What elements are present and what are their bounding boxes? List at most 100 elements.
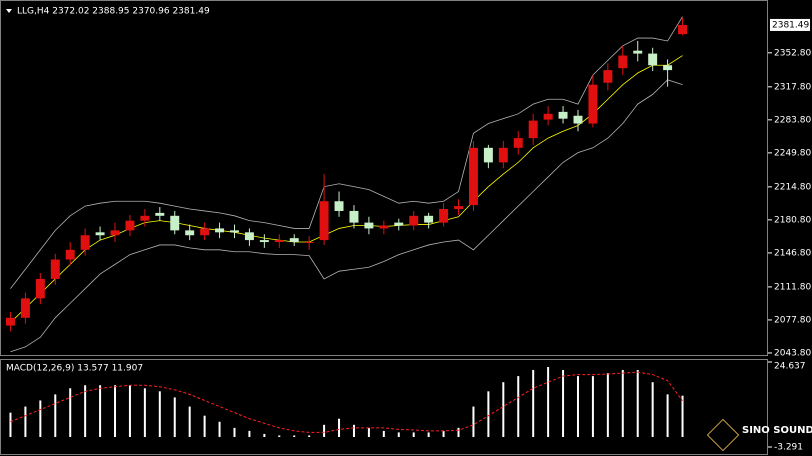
watermark-text: SINO SOUND bbox=[742, 425, 812, 436]
macd-bar bbox=[323, 424, 326, 437]
candle-body bbox=[110, 230, 120, 236]
candle-body bbox=[678, 24, 688, 35]
y-tick-label: 2352.80 bbox=[774, 48, 811, 58]
candle-body bbox=[230, 230, 239, 233]
candle-body bbox=[618, 55, 628, 69]
macd-bar bbox=[233, 427, 236, 437]
candle-body bbox=[20, 298, 30, 318]
macd-bar bbox=[576, 376, 579, 437]
candle-body bbox=[498, 147, 508, 163]
candle-body bbox=[125, 220, 135, 231]
y-tick-label: 24.637 bbox=[774, 362, 806, 372]
macd-bar bbox=[263, 433, 266, 437]
candle-body bbox=[244, 232, 254, 241]
candle-body bbox=[543, 113, 553, 120]
macd-bar bbox=[517, 376, 520, 437]
candle-body bbox=[394, 222, 404, 226]
candle-body bbox=[379, 225, 389, 229]
candle-body bbox=[35, 278, 45, 299]
candle-body bbox=[349, 210, 359, 223]
candle-body bbox=[648, 53, 658, 66]
y-tick-label: 2283.80 bbox=[774, 115, 811, 125]
price-panel-frame bbox=[0, 0, 768, 356]
macd-bar bbox=[636, 370, 639, 437]
candle-body bbox=[528, 120, 538, 139]
macd-bar bbox=[547, 366, 550, 437]
y-tick-label: 2146.80 bbox=[774, 248, 811, 258]
candle-body bbox=[513, 138, 523, 148]
macd-bar bbox=[681, 395, 684, 437]
candle-body bbox=[65, 249, 75, 260]
macd-bar bbox=[128, 385, 131, 437]
candle-body bbox=[633, 50, 643, 54]
y-tick-label: 2249.80 bbox=[774, 148, 811, 158]
macd-bar bbox=[143, 388, 146, 437]
y-tick-label: -3.291 bbox=[774, 443, 803, 453]
candle-body bbox=[439, 209, 449, 223]
y-tick-label: 2043.80 bbox=[774, 348, 811, 358]
candle-body bbox=[289, 238, 299, 243]
price-box bbox=[770, 18, 810, 31]
chart-title: LLG,H4 2372.02 2388.95 2370.96 2381.49 bbox=[17, 7, 210, 17]
macd-bar bbox=[666, 394, 669, 437]
macd-bar bbox=[308, 435, 311, 437]
macd-bar bbox=[651, 382, 654, 437]
indicator-line bbox=[10, 55, 683, 323]
candle-body bbox=[663, 65, 673, 71]
macd-bar bbox=[54, 394, 57, 437]
menu-arrow[interactable] bbox=[6, 9, 12, 13]
y-tick-label: 2077.80 bbox=[774, 315, 811, 325]
candle-body bbox=[573, 115, 583, 124]
macd-bar bbox=[412, 432, 415, 437]
watermark: SINO SOUND bbox=[706, 418, 812, 452]
macd-bar bbox=[457, 427, 460, 437]
candle-body bbox=[319, 201, 329, 241]
macd-bar bbox=[502, 382, 505, 437]
indicator-line bbox=[10, 16, 683, 289]
macd-bar bbox=[427, 432, 430, 437]
y-tick-label: 2214.80 bbox=[774, 182, 811, 192]
candle-body bbox=[185, 230, 195, 236]
macd-bar bbox=[532, 370, 535, 437]
candle-body bbox=[588, 84, 598, 124]
candle-body bbox=[468, 147, 478, 206]
candle-body bbox=[155, 212, 165, 216]
macd-panel-frame bbox=[0, 359, 768, 455]
macd-bar bbox=[173, 397, 176, 437]
candle-body bbox=[200, 228, 210, 236]
macd-title: MACD(12,26,9) 13.577 11.907 bbox=[6, 364, 143, 374]
macd-bar bbox=[397, 432, 400, 437]
last-price: 2381.49 bbox=[772, 20, 809, 30]
y-tick-label: 2111.80 bbox=[774, 282, 811, 292]
macd-bar bbox=[562, 370, 565, 437]
macd-bar bbox=[338, 418, 341, 437]
candle-body bbox=[274, 240, 284, 243]
macd-bar bbox=[621, 370, 624, 437]
candle-body bbox=[5, 317, 15, 326]
macd-bar bbox=[203, 415, 206, 437]
indicator-line bbox=[10, 79, 683, 353]
macd-bar bbox=[591, 376, 594, 437]
macd-bar bbox=[472, 406, 475, 437]
macd-bar bbox=[158, 391, 161, 437]
candle-body bbox=[454, 206, 463, 210]
candle-body bbox=[364, 222, 374, 229]
macd-bar bbox=[84, 385, 87, 437]
candle-body bbox=[95, 232, 105, 236]
macd-bar bbox=[293, 435, 296, 437]
candle-body bbox=[603, 70, 613, 83]
logo bbox=[706, 418, 740, 452]
macd-bar bbox=[114, 385, 117, 437]
macd-bar bbox=[382, 430, 385, 437]
candle-body bbox=[259, 240, 269, 243]
candle-body bbox=[409, 215, 419, 226]
candle-body bbox=[558, 111, 568, 119]
macd-bar bbox=[278, 435, 281, 437]
candle-body bbox=[424, 215, 434, 223]
macd-bar bbox=[24, 406, 27, 437]
candle-body bbox=[50, 259, 60, 279]
candle-body bbox=[304, 242, 314, 244]
macd-bar bbox=[352, 424, 355, 437]
macd-bar bbox=[69, 388, 72, 437]
